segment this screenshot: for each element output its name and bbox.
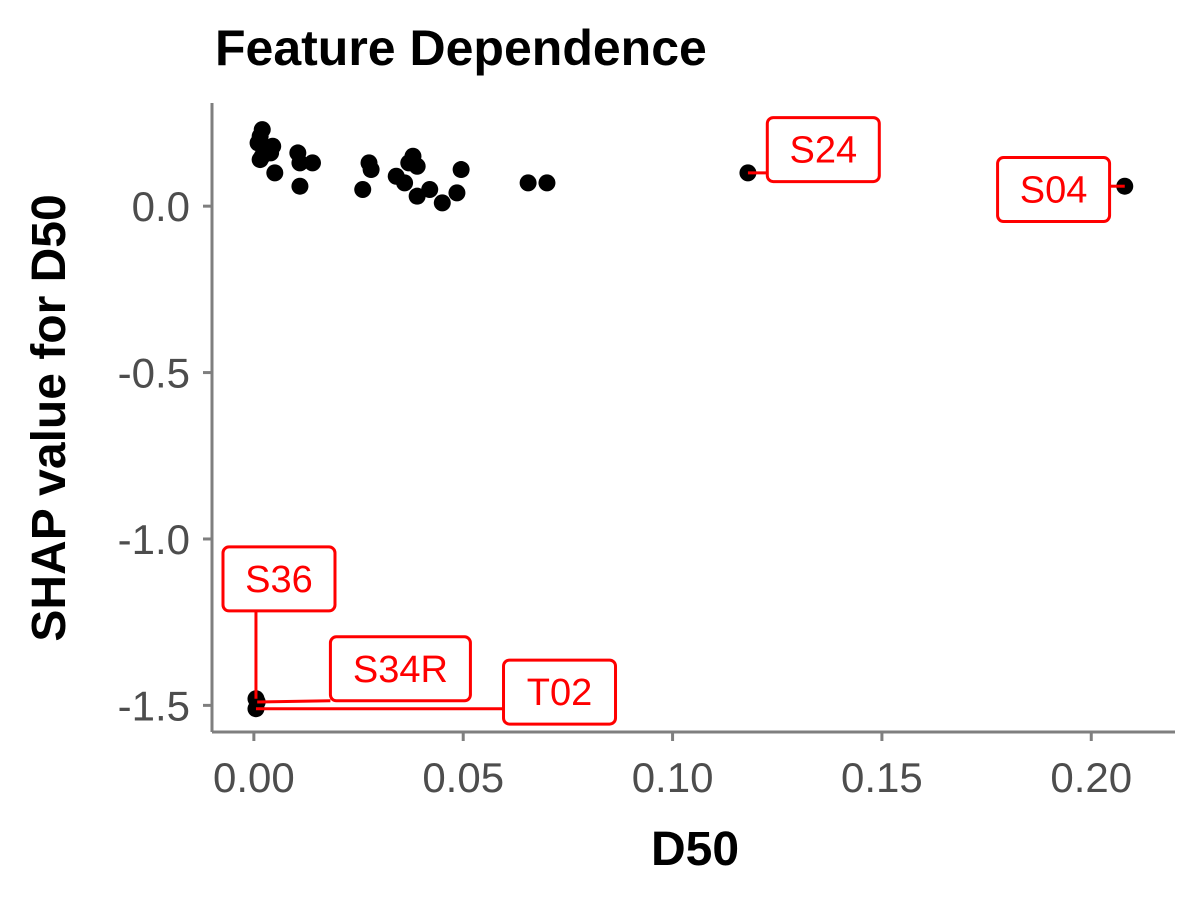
data-points [247, 121, 1134, 718]
label-box [996, 156, 1112, 224]
data-point [266, 164, 284, 182]
point-label: S36 [221, 545, 337, 699]
label-text: T02 [527, 672, 592, 714]
x-tick-label: 0.00 [213, 754, 295, 801]
data-point [452, 161, 470, 179]
label-text: S04 [1020, 170, 1088, 212]
y-axis-title: SHAP value for D50 [23, 194, 76, 641]
point-labels: S24 S04 S36 S34R T02 [221, 116, 1125, 726]
data-point [421, 181, 439, 199]
x-tick-label: 0.05 [422, 754, 504, 801]
point-label: S34R [257, 635, 472, 704]
data-point [433, 194, 451, 212]
x-tick-label: 0.15 [841, 754, 923, 801]
x-tick-label: 0.20 [1050, 754, 1132, 801]
data-point [538, 174, 556, 192]
label-text: S34R [353, 649, 448, 691]
point-label: S04 [996, 156, 1125, 224]
data-point [448, 184, 466, 202]
point-label: T02 [255, 658, 618, 726]
data-point [396, 174, 414, 192]
data-point [519, 174, 537, 192]
data-point [408, 157, 426, 175]
data-point [253, 121, 271, 139]
data-point [291, 154, 309, 172]
chart-title: Feature Dependence [215, 20, 707, 76]
x-tick-label: 0.10 [632, 754, 714, 801]
label-box [328, 635, 472, 703]
y-tick-label: -1.0 [118, 516, 190, 563]
data-point [251, 151, 269, 169]
x-axis-title: D50 [651, 823, 739, 876]
label-text: S36 [245, 559, 313, 601]
data-point [291, 177, 309, 195]
label-connector [257, 699, 331, 704]
label-box [502, 658, 618, 726]
axes: 0.00 0.05 0.10 0.15 0.20 0.0 -0.5 -1.0 -1.5 [118, 103, 1175, 801]
label-text: S24 [789, 130, 857, 172]
y-tick-label: -0.5 [118, 350, 190, 397]
data-point [408, 187, 426, 205]
data-point [354, 181, 372, 199]
label-box [221, 545, 337, 613]
data-point [303, 154, 321, 172]
point-label: S24 [747, 116, 881, 184]
y-tick-label: 0.0 [132, 183, 190, 230]
label-box [765, 116, 881, 184]
data-point [362, 161, 380, 179]
y-tick-label: -1.5 [118, 682, 190, 729]
